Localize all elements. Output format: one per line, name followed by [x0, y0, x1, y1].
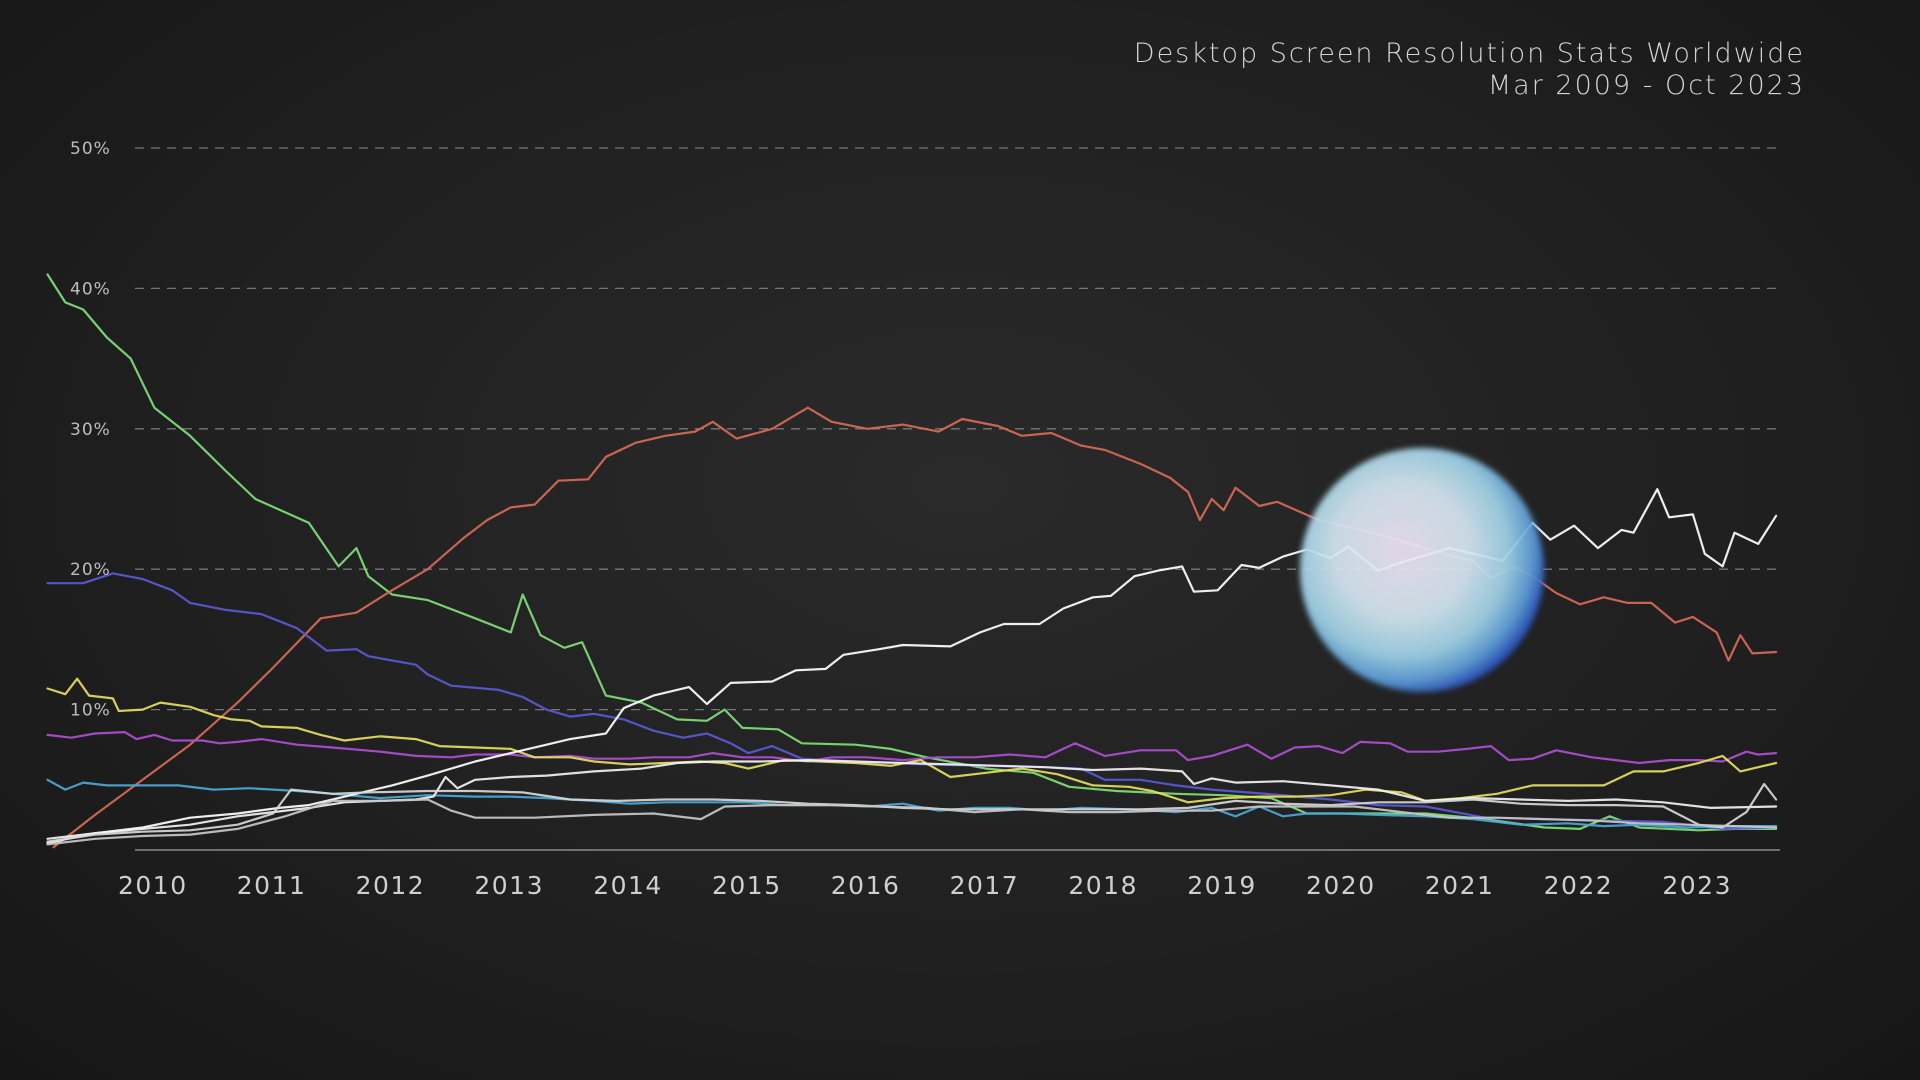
x-tick-label: 2023: [1662, 871, 1732, 900]
x-tick-label: 2021: [1425, 871, 1495, 900]
x-tick-label: 2015: [712, 871, 782, 900]
series-line-3: [46, 572, 1778, 830]
x-tick-label: 2012: [356, 871, 426, 900]
x-tick-label: 2020: [1306, 871, 1376, 900]
chart-subtitle: Mar 2009 - Oct 2023: [1487, 70, 1805, 101]
y-tick-label: 10%: [70, 701, 111, 721]
x-tick-label: 2019: [1187, 871, 1257, 900]
x-tick-label: 2011: [237, 871, 307, 900]
y-tick-label: 40%: [70, 279, 111, 299]
y-tick-label: 30%: [70, 420, 111, 440]
series-line-2: [52, 406, 1778, 849]
series-line-7: [46, 488, 1778, 845]
y-tick-label: 20%: [70, 560, 111, 580]
x-tick-label: 2010: [118, 871, 188, 900]
x-tick-label: 2014: [593, 871, 663, 900]
y-tick-label: 50%: [70, 139, 111, 159]
glowing-orb-decoration: [1300, 448, 1544, 692]
x-tick-label: 2016: [831, 871, 901, 900]
series-line-4: [46, 731, 1778, 765]
series-line-8: [46, 759, 1778, 840]
x-tick-label: 2017: [950, 871, 1020, 900]
x-tick-label: 2013: [474, 871, 544, 900]
chart-title: Desktop Screen Resolution Stats Worldwid…: [1133, 38, 1805, 69]
x-tick-label: 2018: [1068, 871, 1138, 900]
series-line-5: [46, 677, 1778, 804]
x-tick-label: 2022: [1544, 871, 1614, 900]
series-line-10: [46, 798, 1778, 846]
